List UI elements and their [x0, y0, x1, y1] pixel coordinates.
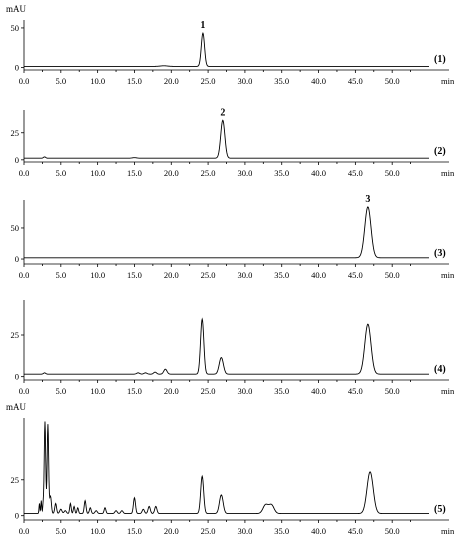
- y-tick-label: 50: [11, 23, 20, 33]
- x-tick-label: 0.0: [19, 76, 30, 86]
- x-axis-unit: min: [441, 270, 455, 280]
- x-tick-label: 50.0: [385, 270, 400, 280]
- y-tick-label: 0: [15, 511, 19, 521]
- x-tick-label: 45.0: [348, 76, 363, 86]
- panel-3: 0.0 5.0 10.0 15.0 20.0 25.0 30.0 35.0 40.0 45.0 50…: [11, 194, 455, 280]
- x-tick-label: 40.0: [311, 168, 326, 178]
- y-tick-label: 0: [15, 155, 19, 165]
- peak-label: 1: [200, 20, 205, 31]
- y-tick-label: 25: [11, 128, 20, 138]
- x-tick-label: 25.0: [201, 76, 216, 86]
- chromatogram-trace: [24, 421, 429, 514]
- x-tick-label: 30.0: [237, 270, 252, 280]
- x-axis-unit: min: [441, 526, 455, 536]
- x-tick-label: 0.0: [19, 168, 30, 178]
- panel-2: 0.0 5.0 10.0 15.0 20.0 25.0 30.0 35.0 40.0 45.0 50…: [11, 107, 455, 178]
- x-tick-label: 25.0: [201, 270, 216, 280]
- x-tick-label: 50.0: [385, 526, 400, 536]
- y-tick-label: 0: [15, 372, 19, 382]
- x-tick-label: 5.0: [56, 168, 67, 178]
- panel-5: 0.0 5.0 10.0 15.0 20.0 25.0 30.0 35.0 40.0 45.0 50…: [6, 402, 455, 536]
- y-tick-label: 50: [11, 223, 20, 233]
- x-tick-label: 40.0: [311, 76, 326, 86]
- chromatogram-trace: [24, 119, 429, 159]
- panel-label: (2): [434, 146, 446, 157]
- x-tick-label: 15.0: [127, 526, 142, 536]
- x-tick-label: 35.0: [274, 168, 289, 178]
- x-tick-label: 45.0: [348, 270, 363, 280]
- y-tick-label: 25: [11, 475, 20, 485]
- chromatogram-trace: [24, 317, 429, 375]
- x-tick-label: 10.0: [90, 270, 105, 280]
- x-tick-label: 5.0: [56, 386, 67, 396]
- x-tick-label: 0.0: [19, 386, 30, 396]
- x-axis-unit: min: [441, 168, 455, 178]
- x-tick-label: 15.0: [127, 168, 142, 178]
- x-tick-label: 35.0: [274, 526, 289, 536]
- x-tick-label: 15.0: [127, 386, 142, 396]
- x-tick-label: 15.0: [127, 76, 142, 86]
- x-axis-unit: min: [441, 76, 455, 86]
- x-tick-label: 20.0: [164, 386, 179, 396]
- x-tick-label: 20.0: [164, 270, 179, 280]
- x-tick-label: 10.0: [90, 76, 105, 86]
- y-axis-unit: mAU: [6, 4, 27, 14]
- chromatogram-trace: [24, 31, 429, 67]
- x-tick-label: 50.0: [385, 76, 400, 86]
- x-tick-label: 50.0: [385, 386, 400, 396]
- y-tick-label: 0: [15, 63, 19, 73]
- x-tick-label: 45.0: [348, 526, 363, 536]
- x-tick-label: 35.0: [274, 76, 289, 86]
- x-tick-label: 45.0: [348, 168, 363, 178]
- x-tick-label: 40.0: [311, 526, 326, 536]
- x-tick-label: 5.0: [56, 76, 67, 86]
- chromatogram-trace: [24, 206, 429, 259]
- x-tick-label: 10.0: [90, 526, 105, 536]
- x-tick-label: 30.0: [237, 168, 252, 178]
- x-tick-label: 20.0: [164, 76, 179, 86]
- x-tick-label: 15.0: [127, 270, 142, 280]
- x-tick-label: 30.0: [237, 76, 252, 86]
- x-tick-label: 5.0: [56, 270, 67, 280]
- panel-1: 0.0 5.0 10.0 15.0 20.0 25.0 30.0 35.0 40.0 45.0 50…: [6, 4, 455, 86]
- x-tick-label: 10.0: [90, 168, 105, 178]
- y-tick-label: 25: [11, 330, 20, 340]
- panel-label: (1): [434, 54, 446, 65]
- x-tick-label: 20.0: [164, 526, 179, 536]
- x-tick-label: 40.0: [311, 386, 326, 396]
- x-tick-label: 0.0: [19, 526, 30, 536]
- x-tick-label: 30.0: [237, 526, 252, 536]
- panel-label: (3): [434, 248, 446, 259]
- x-tick-label: 45.0: [348, 386, 363, 396]
- panel-label: (5): [434, 504, 446, 515]
- peak-label: 2: [220, 107, 225, 118]
- x-tick-label: 25.0: [201, 526, 216, 536]
- x-tick-label: 10.0: [90, 386, 105, 396]
- x-tick-label: 5.0: [56, 526, 67, 536]
- x-tick-label: 35.0: [274, 270, 289, 280]
- x-tick-label: 0.0: [19, 270, 30, 280]
- chromatogram-panels: 0.0 5.0 10.0 15.0 20.0 25.0 30.0 35.0 40.0 45.0 50…: [6, 4, 455, 536]
- x-tick-label: 20.0: [164, 168, 179, 178]
- x-tick-label: 30.0: [237, 386, 252, 396]
- x-tick-label: 25.0: [201, 386, 216, 396]
- x-tick-label: 50.0: [385, 168, 400, 178]
- peak-label: 3: [365, 194, 370, 205]
- panel-label: (4): [434, 364, 446, 375]
- x-tick-label: 40.0: [311, 270, 326, 280]
- y-axis-unit: mAU: [6, 402, 27, 412]
- x-axis-unit: min: [441, 386, 455, 396]
- panel-4: 0.0 5.0 10.0 15.0 20.0 25.0 30.0 35.0 40.0 45.0 50…: [11, 300, 455, 396]
- x-tick-label: 25.0: [201, 168, 216, 178]
- x-tick-label: 35.0: [274, 386, 289, 396]
- y-tick-label: 0: [15, 254, 19, 264]
